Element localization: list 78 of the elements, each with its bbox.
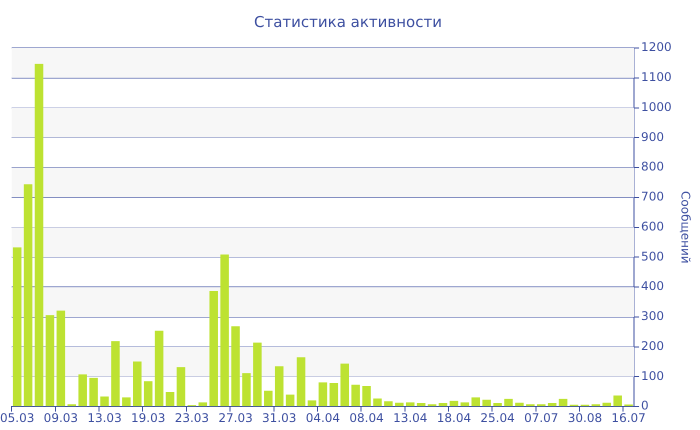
y-tick-label: 1200 <box>641 40 672 54</box>
bar <box>122 397 131 406</box>
bar <box>373 398 382 406</box>
y-tick-label: 300 <box>641 309 664 324</box>
bar <box>166 392 174 406</box>
y-tick-label: 400 <box>641 279 664 294</box>
y-tick-label: 0 <box>641 398 649 413</box>
bar <box>274 366 284 406</box>
bar <box>296 357 306 406</box>
x-tick-label: 13.04 <box>393 410 428 425</box>
bar <box>330 382 338 406</box>
bar <box>286 394 294 406</box>
bar <box>416 403 426 406</box>
bar <box>264 390 273 406</box>
y-tick-label: 1000 <box>641 100 672 114</box>
x-tick-label: 30.08 <box>568 410 602 425</box>
bar <box>34 64 44 406</box>
y-tick-label: 1100 <box>641 70 672 84</box>
x-tick-label: 08.04 <box>349 410 384 425</box>
bar <box>220 254 229 406</box>
bar <box>406 402 415 406</box>
x-tick-label: 05.03 <box>0 410 34 425</box>
bar <box>209 290 218 406</box>
bar <box>198 402 208 406</box>
x-tick-label: 23.03 <box>174 410 210 425</box>
bar <box>78 374 87 406</box>
x-tick-label: 31.03 <box>262 410 296 425</box>
bar <box>242 373 251 406</box>
bar <box>89 378 98 406</box>
bar <box>438 403 448 406</box>
y-tick-label: 500 <box>641 249 664 264</box>
y-tick-label: 700 <box>641 190 664 204</box>
bar <box>100 396 109 406</box>
bar <box>515 402 524 406</box>
bar <box>493 403 502 406</box>
chart-title: Статистика активности <box>254 12 442 31</box>
bar <box>56 310 66 406</box>
bar <box>351 384 360 406</box>
bar <box>24 184 32 406</box>
bar <box>504 398 513 406</box>
bar <box>602 402 612 406</box>
bar <box>111 341 120 406</box>
bar <box>395 402 404 406</box>
bar <box>548 403 556 406</box>
x-tick-label: 25.04 <box>480 410 515 425</box>
x-tick-label: 18.04 <box>436 410 472 425</box>
y-tick-label: 900 <box>641 130 664 144</box>
bar <box>450 400 458 406</box>
bar <box>253 342 262 406</box>
x-tick-label: 04.04 <box>306 410 340 425</box>
bar <box>154 330 164 406</box>
bar <box>471 397 480 406</box>
bar <box>308 400 316 406</box>
x-tick-label: 19.03 <box>131 410 166 425</box>
x-tick-label: 07.07 <box>524 410 558 425</box>
bar <box>318 382 328 406</box>
bar <box>12 247 22 406</box>
bar <box>176 367 186 406</box>
y-tick-label: 100 <box>641 368 664 383</box>
bar <box>133 361 142 406</box>
x-tick-label: 13.03 <box>87 410 122 425</box>
bar <box>384 401 393 406</box>
x-tick-label: 27.03 <box>218 410 253 425</box>
x-tick-label: 16.07 <box>611 410 646 425</box>
bar <box>340 364 349 406</box>
y-axis-title: Сообщений <box>678 191 693 264</box>
x-tick-label: 09.03 <box>44 410 78 425</box>
bar <box>482 400 491 406</box>
bar <box>558 398 568 406</box>
y-tick-label: 200 <box>641 338 664 353</box>
bar <box>144 381 152 406</box>
bar <box>460 402 470 406</box>
y-tick-label: 600 <box>641 219 664 234</box>
bar <box>231 326 240 406</box>
y-tick-label: 800 <box>641 160 664 174</box>
bar <box>613 396 622 406</box>
bar <box>46 315 54 406</box>
bar <box>362 386 371 406</box>
